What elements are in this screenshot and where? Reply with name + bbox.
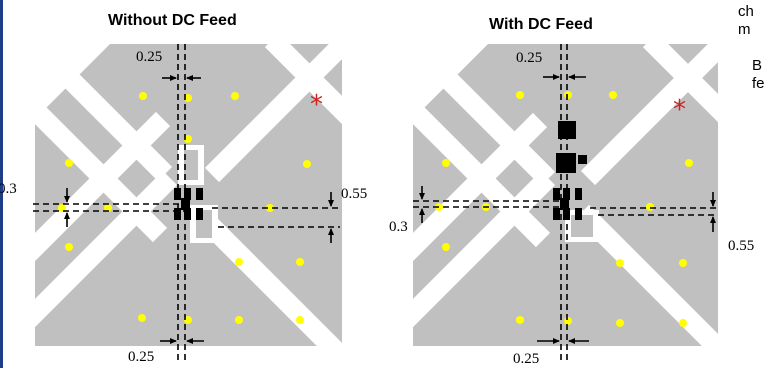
via-dot bbox=[303, 160, 311, 168]
via-dot bbox=[139, 92, 147, 100]
via-dot bbox=[646, 203, 654, 211]
via-dot bbox=[442, 159, 450, 167]
via-dot bbox=[65, 159, 73, 167]
panel-with-dc-feed: 0.25 0.3 0.55 0.25 * bbox=[389, 34, 754, 367]
chip-pad bbox=[575, 208, 582, 220]
via-dot bbox=[685, 159, 693, 167]
feed-line bbox=[184, 150, 198, 180]
via-dot bbox=[235, 316, 243, 324]
dim-label-right: 0.55 bbox=[341, 186, 367, 202]
via-dot bbox=[516, 316, 524, 324]
via-dot bbox=[616, 319, 624, 327]
dim-label-bottom: 0.25 bbox=[128, 349, 154, 365]
via-dot bbox=[138, 314, 146, 322]
dc-feed-component bbox=[556, 153, 576, 173]
dim-label-top: 0.25 bbox=[516, 50, 542, 66]
via-dot bbox=[516, 91, 524, 99]
via-dot bbox=[442, 243, 450, 251]
via-dot bbox=[235, 258, 243, 266]
dim-label-bottom: 0.25 bbox=[513, 351, 539, 367]
via-dot bbox=[679, 319, 687, 327]
via-dot bbox=[609, 91, 617, 99]
via-dot bbox=[564, 317, 572, 325]
chip-pad bbox=[196, 208, 203, 220]
via-dot bbox=[231, 92, 239, 100]
reference-marker: * bbox=[673, 95, 686, 125]
chip-pad bbox=[196, 188, 203, 200]
dc-feed-component bbox=[578, 155, 587, 164]
chip-pad bbox=[553, 188, 560, 200]
via-dot bbox=[296, 258, 304, 266]
via-dot bbox=[679, 259, 687, 267]
via-dot bbox=[296, 316, 304, 324]
chip-pad bbox=[575, 188, 582, 200]
dim-label-right: 0.55 bbox=[728, 238, 754, 254]
via-dot bbox=[65, 243, 73, 251]
via-dot bbox=[616, 259, 624, 267]
dim-label-top: 0.25 bbox=[136, 49, 162, 65]
dim-label-left: 0.3 bbox=[0, 181, 17, 197]
panel-without-dc-feed: 0.25 0.3 0.55 0.25 * bbox=[0, 34, 367, 367]
via-dot bbox=[564, 91, 572, 99]
reference-marker: * bbox=[310, 90, 323, 120]
chip-pad bbox=[553, 208, 560, 220]
dim-label-left: 0.3 bbox=[389, 219, 408, 235]
